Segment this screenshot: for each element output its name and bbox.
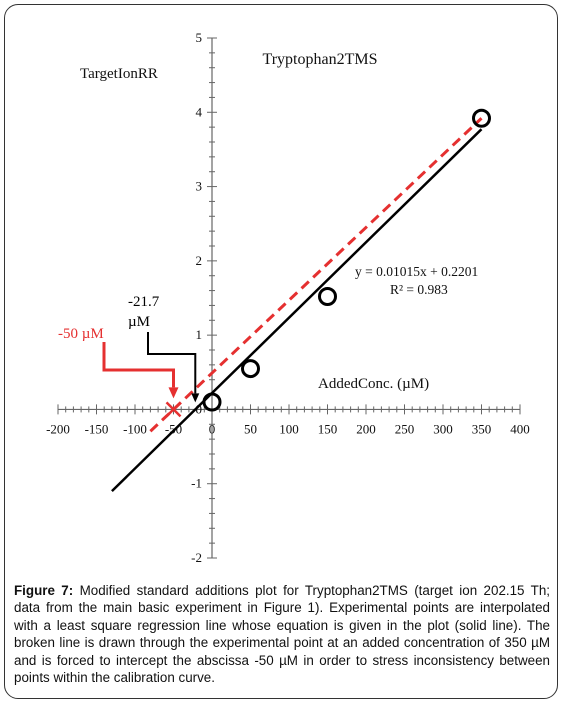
series — [111, 108, 491, 492]
data-point — [472, 108, 491, 128]
annotation-label-red: -50 µM — [58, 326, 104, 342]
y-tick-label: -1 — [191, 476, 202, 491]
annotations: -50 µM -21.7 µM — [58, 294, 200, 418]
annotation-label-black: -21.7 — [128, 294, 160, 310]
figure-frame — [4, 4, 558, 699]
y-tick-label: 2 — [196, 253, 203, 268]
y-tick-label: 3 — [196, 179, 203, 194]
x-tick-label: -150 — [85, 421, 109, 436]
x-tick-label: 100 — [279, 421, 299, 436]
x-tick-label: 50 — [244, 421, 257, 436]
annotation-arrow-red — [102, 342, 175, 388]
x-tick-label: 300 — [433, 421, 453, 436]
regression-line — [111, 128, 483, 492]
data-point — [241, 359, 260, 379]
x-tick-label: 350 — [472, 421, 492, 436]
data-point — [318, 287, 337, 307]
x-tick-label: 150 — [318, 421, 338, 436]
x-tick-label: 200 — [356, 421, 376, 436]
intercept-marker — [165, 401, 182, 418]
annotation-arrowhead-red — [168, 387, 179, 399]
chart: -200 -150 -100 -50 0 50 100 150 200 250 300 350 400-… — [46, 30, 530, 565]
x-tick-label: 0 — [209, 421, 216, 436]
axes: -200 -150 -100 -50 0 50 100 150 200 250 300 350 400-… — [46, 30, 530, 565]
caption-label: Figure 7: — [14, 583, 74, 598]
y-tick-label: 1 — [196, 327, 203, 342]
y-tick-label: 4 — [196, 104, 203, 119]
equation-label: y = 0.01015x + 0.2201 — [355, 264, 478, 279]
annotation-label-black-unit: µM — [128, 314, 150, 330]
x-tick-label: -100 — [123, 421, 147, 436]
data-point — [202, 392, 222, 412]
x-tick-label: 250 — [395, 421, 415, 436]
r-squared-label: R² = 0.983 — [390, 282, 448, 297]
chart-title: Tryptophan2TMS — [263, 51, 378, 68]
y-tick-label: 0 — [196, 401, 203, 416]
caption-text: Modified standard additions plot for Try… — [14, 583, 550, 686]
x-tick-label: 400 — [510, 421, 530, 436]
x-tick-label: -200 — [46, 421, 70, 436]
figure-caption: Figure 7: Modified standard additions pl… — [14, 582, 550, 686]
forced-line — [149, 117, 483, 433]
x-axis-label: AddedConc. (µM) — [318, 376, 429, 392]
y-axis-label: TargetIonRR — [80, 66, 158, 82]
annotation-arrow-black — [147, 332, 197, 394]
y-tick-label: -2 — [191, 550, 202, 565]
y-tick-label: 5 — [196, 30, 203, 45]
annotation-arrowhead-black — [191, 393, 200, 403]
